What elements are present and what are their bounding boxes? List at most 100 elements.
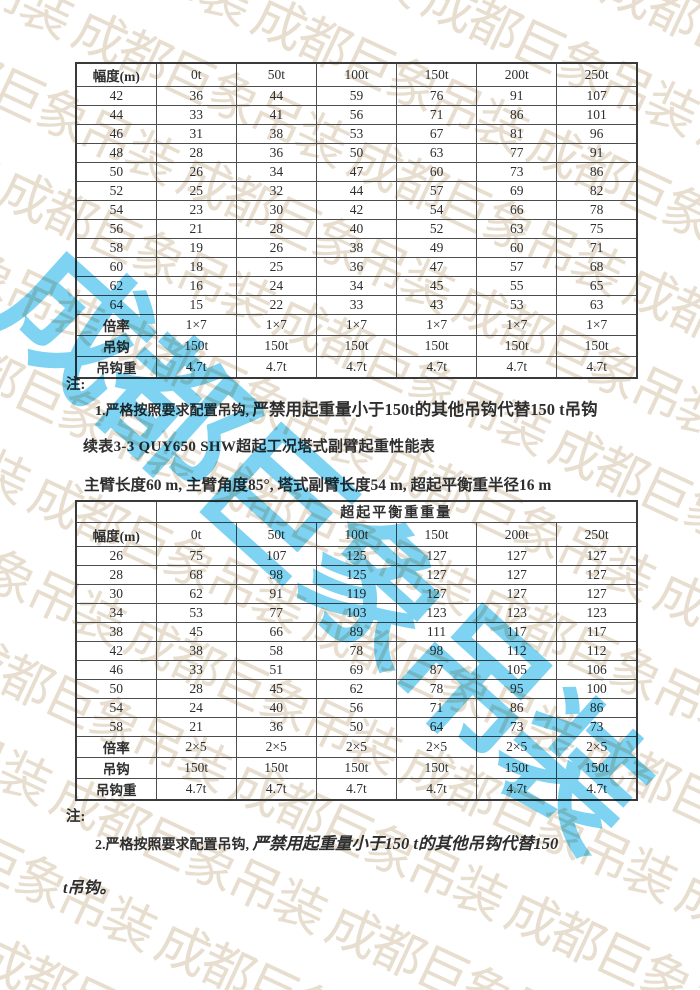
column-header-200t: 200t [476, 62, 558, 87]
capacity-table-2-body: 26 75 107 125 127 127 127 28 68 98 125 127 127 127 30 6… [75, 546, 638, 737]
value-cell: 66 [476, 199, 558, 220]
column-header-0t: 0t [155, 522, 237, 547]
row-label-cell: 28 [75, 565, 157, 585]
value-cell: 1×7 [155, 313, 237, 336]
value-cell: 36 [235, 717, 317, 737]
value-cell: 127 [476, 546, 558, 566]
value-cell: 150t [476, 757, 558, 779]
value-cell: 25 [155, 180, 237, 201]
table-row: 64 15 22 33 43 53 63 [75, 294, 638, 315]
value-cell: 51 [235, 660, 317, 680]
value-cell: 89 [315, 622, 397, 642]
table-row: 42 36 44 59 76 91 107 [75, 85, 638, 106]
value-cell: 4.7t [235, 355, 317, 378]
column-header-250t: 250t [556, 522, 638, 547]
value-cell: 15 [155, 294, 237, 315]
table-row: 吊钩重 4.7t 4.7t 4.7t 4.7t 4.7t 4.7t [75, 355, 638, 378]
value-cell: 34 [315, 275, 398, 296]
value-cell: 53 [155, 603, 237, 623]
value-cell: 86 [556, 161, 638, 182]
value-cell: 26 [235, 237, 317, 258]
value-cell: 150t [556, 757, 638, 779]
value-cell: 4.7t [315, 778, 397, 801]
row-label-cell: 34 [75, 603, 157, 623]
column-header-100t: 100t [315, 522, 397, 547]
value-cell: 127 [395, 584, 478, 604]
table-row: 44 33 41 56 71 86 101 [75, 104, 638, 125]
value-cell: 21 [155, 717, 237, 737]
row-label-cell: 46 [75, 123, 157, 144]
capacity-table-2-header: 超起平衡重重量 幅度(m) 0t 50t 100t 150t 200t 250t [75, 500, 638, 547]
column-header-100t: 100t [315, 62, 398, 87]
value-cell: 95 [476, 679, 558, 699]
continuation-table-title: 续表3-3 QUY650 SHW超起工况塔式副臂起重性能表 [83, 439, 436, 455]
row-label-cell: 56 [75, 218, 157, 239]
table-row: 34 53 77 103 123 123 123 [75, 603, 638, 623]
value-cell: 40 [235, 698, 317, 718]
row-label-cell: 50 [75, 679, 157, 699]
column-header-50t: 50t [235, 62, 317, 87]
value-cell: 64 [395, 717, 478, 737]
value-cell: 91 [235, 584, 317, 604]
value-cell: 2×5 [235, 736, 317, 758]
value-cell: 47 [315, 161, 398, 182]
column-header-radius: 幅度(m) [75, 522, 157, 547]
value-cell: 123 [476, 603, 558, 623]
value-cell: 1×7 [556, 313, 638, 336]
corner-cell [75, 500, 157, 523]
value-cell: 1×7 [315, 313, 398, 336]
row-label-cell: 54 [75, 199, 157, 220]
value-cell: 77 [235, 603, 317, 623]
capacity-table-1: 幅度(m) 0t 50t 100t 150t 200t 250t 42 36 44 5… [75, 62, 638, 379]
table-row: 42 38 58 78 98 112 112 [75, 641, 638, 661]
value-cell: 25 [235, 256, 317, 277]
row-label-cell: 58 [75, 237, 157, 258]
value-cell: 150t [396, 334, 478, 357]
column-header-0t: 0t [155, 62, 237, 87]
value-cell: 49 [396, 237, 478, 258]
value-cell: 65 [556, 275, 638, 296]
value-cell: 63 [476, 218, 558, 239]
row-label-cell: 30 [75, 584, 157, 604]
value-cell: 71 [396, 104, 478, 125]
value-cell: 78 [395, 679, 478, 699]
table-row: 60 18 25 36 47 57 68 [75, 256, 638, 277]
value-cell: 76 [396, 85, 478, 106]
value-cell: 91 [556, 142, 638, 163]
value-cell: 71 [556, 237, 638, 258]
value-cell: 38 [235, 123, 317, 144]
value-cell: 47 [396, 256, 478, 277]
value-cell: 77 [476, 142, 558, 163]
value-cell: 63 [396, 142, 478, 163]
capacity-table-2: 超起平衡重重量 幅度(m) 0t 50t 100t 150t 200t 250t… [75, 500, 638, 801]
value-cell: 2×5 [315, 736, 397, 758]
value-cell: 18 [155, 256, 237, 277]
value-cell: 2×5 [395, 736, 478, 758]
value-cell: 33 [155, 104, 237, 125]
column-header-200t: 200t [476, 522, 558, 547]
value-cell: 127 [556, 584, 638, 604]
value-cell: 16 [155, 275, 237, 296]
row-label-cell: 吊钩 [75, 334, 157, 357]
note-2-continuation: t吊钩。 [63, 880, 116, 897]
value-cell: 106 [556, 660, 638, 680]
value-cell: 53 [315, 123, 398, 144]
table-row: 56 21 28 40 52 63 75 [75, 218, 638, 239]
value-cell: 127 [395, 546, 478, 566]
value-cell: 117 [476, 622, 558, 642]
value-cell: 127 [476, 565, 558, 585]
column-header-150t: 150t [395, 522, 478, 547]
value-cell: 4.7t [155, 778, 237, 801]
table-row: 52 25 32 44 57 69 82 [75, 180, 638, 201]
table-row: 吊钩 150t 150t 150t 150t 150t 150t [75, 757, 638, 779]
note-1-emphasis: 严禁用起重量小于150t的其他吊钩代替150 t吊钩 [252, 400, 598, 419]
value-cell: 2×5 [476, 736, 558, 758]
row-label-cell: 50 [75, 161, 157, 182]
value-cell: 98 [395, 641, 478, 661]
value-cell: 1×7 [396, 313, 478, 336]
value-cell: 127 [556, 546, 638, 566]
value-cell: 4.7t [155, 355, 237, 378]
row-label-cell: 倍率 [75, 313, 157, 336]
value-cell: 103 [315, 603, 397, 623]
value-cell: 57 [476, 256, 558, 277]
